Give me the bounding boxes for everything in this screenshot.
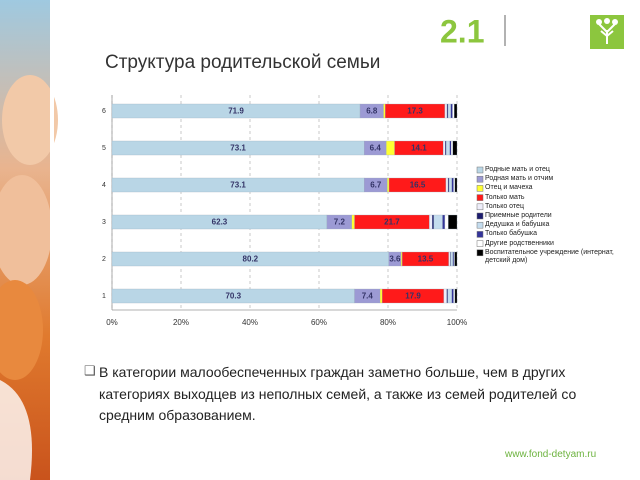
data-label: 70.3 xyxy=(225,292,241,301)
data-label: 3.6 xyxy=(389,255,401,264)
y-tick-label: 3 xyxy=(102,219,106,226)
bar-segment xyxy=(452,103,455,119)
y-tick-label: 2 xyxy=(102,256,106,263)
data-label: 73.1 xyxy=(230,144,246,153)
data-label: 62.3 xyxy=(212,218,228,227)
bar-segment xyxy=(449,140,452,156)
data-label: 16.5 xyxy=(410,181,426,190)
y-tick-label: 6 xyxy=(102,108,106,115)
bar-segment xyxy=(379,288,383,304)
bar-segment xyxy=(433,214,443,230)
data-label: 6.4 xyxy=(370,144,382,153)
section-number: 2.1 xyxy=(440,13,484,49)
chart-title: Структура родительской семьи xyxy=(105,52,380,73)
y-tick-label: 1 xyxy=(102,293,106,300)
bar-segment xyxy=(448,177,452,193)
bar-segment xyxy=(442,214,446,230)
legend-swatch xyxy=(476,212,484,220)
legend-swatch xyxy=(476,166,484,174)
data-label: 71.9 xyxy=(228,107,244,116)
legend-label: Приемные родители xyxy=(485,212,552,219)
legend-swatch xyxy=(476,194,484,201)
legend-label: Родные мать и отец xyxy=(485,166,550,173)
bar-segment xyxy=(450,103,453,119)
bar-segment xyxy=(400,251,403,267)
legend-swatch xyxy=(476,221,484,229)
bar-segment xyxy=(446,288,448,304)
legend-label: Воспитательное учреждение (интернат, дет… xyxy=(485,248,614,264)
bar-segment xyxy=(452,251,455,267)
bar-segment xyxy=(383,103,386,119)
legend-label: Только бабушка xyxy=(485,230,538,238)
legend-label: Только мать xyxy=(485,193,525,201)
bar-segment xyxy=(453,177,456,193)
data-label: 6.7 xyxy=(370,181,382,190)
bar-segment xyxy=(446,103,449,119)
bullet-text: В категории малообеспеченных граждан зам… xyxy=(99,364,577,423)
legend-swatch xyxy=(476,175,484,183)
data-label: 7.2 xyxy=(334,218,346,227)
bar-segment xyxy=(451,177,454,193)
bar-segment xyxy=(351,214,355,230)
bar-segment xyxy=(444,214,449,230)
data-label: 73.1 xyxy=(230,181,246,190)
bar-segment xyxy=(454,251,458,267)
photo xyxy=(0,0,58,480)
bar-segment xyxy=(448,251,451,267)
bar-segment xyxy=(451,288,454,304)
legend-swatch xyxy=(476,249,484,257)
x-tick-label: 100% xyxy=(447,318,467,327)
x-tick-label: 20% xyxy=(173,318,189,327)
legend-swatch xyxy=(476,240,484,247)
bar-segment xyxy=(446,140,450,156)
website: www.fond-detyam.ru xyxy=(505,449,597,460)
y-tick-label: 4 xyxy=(102,182,106,189)
y-tick-label: 5 xyxy=(102,145,106,152)
bar-segment xyxy=(432,214,435,230)
legend-label: Другие родственники xyxy=(485,239,554,247)
data-label: 21.7 xyxy=(384,218,400,227)
bar-segment xyxy=(448,214,458,230)
legend-label: Дедушка и бабушка xyxy=(485,221,550,229)
bar-segment xyxy=(454,288,458,304)
bar-segment xyxy=(447,103,451,119)
bar-segment xyxy=(386,140,395,156)
legend-swatch xyxy=(476,185,484,192)
bar-segment xyxy=(452,140,458,156)
bar-segment xyxy=(429,214,433,230)
bar-segment xyxy=(444,103,448,119)
legend-swatch xyxy=(476,231,484,238)
data-label: 80.2 xyxy=(243,255,259,264)
bar-segment xyxy=(450,140,454,156)
x-tick-label: 60% xyxy=(311,318,327,327)
bar-segment xyxy=(447,288,452,304)
logo xyxy=(590,15,624,49)
legend-label: Отец и мачеха xyxy=(485,184,533,192)
x-tick-label: 80% xyxy=(380,318,396,327)
data-label: 17.9 xyxy=(405,292,421,301)
bar-segment xyxy=(387,177,390,193)
bar-segment xyxy=(443,140,446,156)
data-label: 14.1 xyxy=(411,144,427,153)
bar-segment xyxy=(445,177,449,193)
bar-segment xyxy=(443,288,447,304)
bar-segment xyxy=(454,177,458,193)
legend-label: Родная мать и отчим xyxy=(485,175,554,183)
x-tick-label: 0% xyxy=(106,318,118,327)
bar-segment xyxy=(453,288,456,304)
data-label: 7.4 xyxy=(362,292,374,301)
bar-segment xyxy=(445,140,447,156)
data-label: 17.3 xyxy=(407,107,423,116)
legend-swatch xyxy=(476,203,484,211)
bullet-icon: ❑ xyxy=(84,363,96,378)
bar-segment xyxy=(447,177,450,193)
data-label: 13.5 xyxy=(418,255,434,264)
bar-segment xyxy=(450,251,454,267)
bar-segment xyxy=(454,103,458,119)
x-tick-label: 40% xyxy=(242,318,258,327)
data-label: 6.8 xyxy=(366,107,378,116)
legend-label: Только отец xyxy=(485,202,524,210)
